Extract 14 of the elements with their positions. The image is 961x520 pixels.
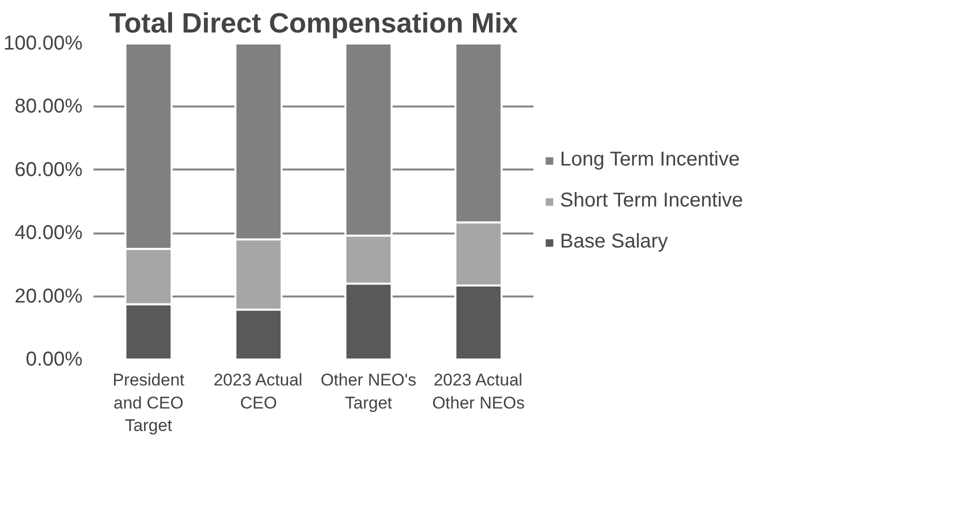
x-tick-label: 2023 Actual Other NEOs: [432, 370, 525, 412]
x-tick-label: President and CEO Target: [112, 370, 185, 436]
x-tick-label: 2023 Actual CEO: [214, 370, 302, 412]
legend-label: Long Term Incentive: [560, 148, 740, 172]
legend-label: Base Salary: [560, 230, 668, 254]
x-tick-label: Other NEO's Target: [320, 370, 416, 412]
y-tick-label: 40.00%: [14, 222, 83, 244]
y-tick-label: 0.00%: [26, 348, 83, 370]
chart-title: Total Direct Compensation Mix: [109, 8, 518, 38]
y-tick-label: 100.00%: [4, 32, 83, 54]
y-tick-label: 60.00%: [14, 158, 83, 181]
legend-label: Short Term Incentive: [560, 190, 744, 212]
y-tick-label: 20.00%: [14, 285, 83, 308]
y-tick-label: 80.00%: [14, 96, 83, 118]
